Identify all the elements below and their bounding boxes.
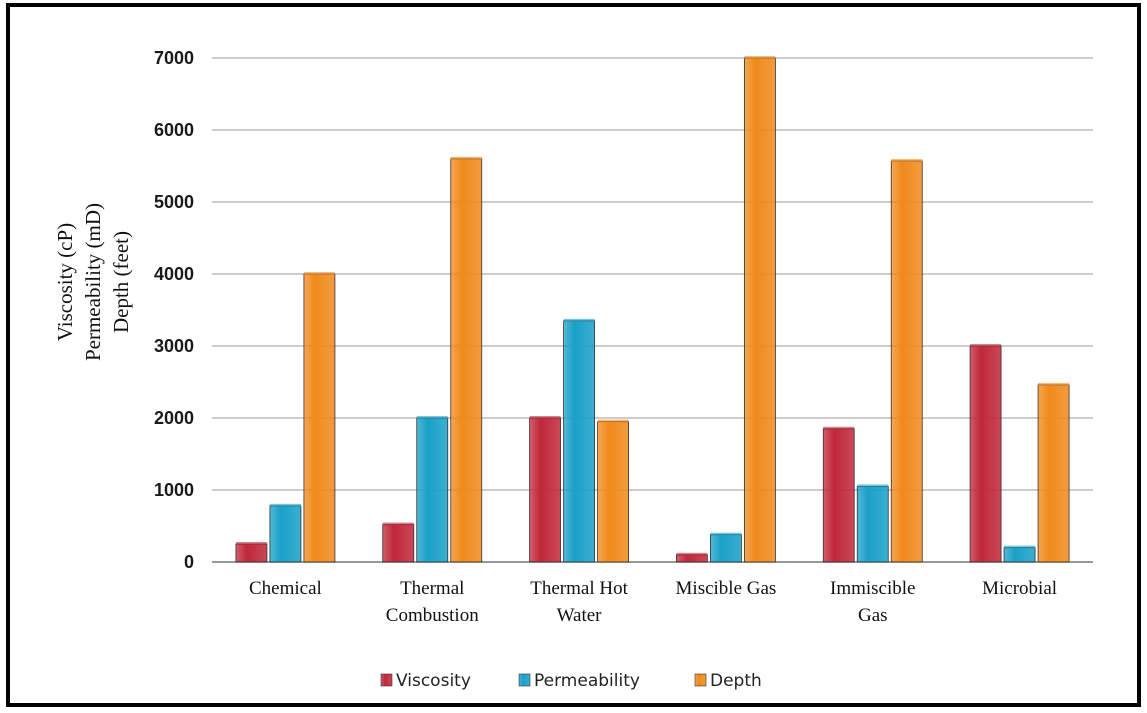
legend-swatch-viscosity — [380, 673, 393, 687]
y-tick-label: 2000 — [154, 408, 194, 428]
y-axis-label-line: Viscosity (cP) — [53, 223, 77, 341]
legend-label-permeability: Permeability — [534, 671, 640, 691]
bars-layer — [235, 56, 1070, 563]
grid-layer — [212, 57, 1093, 563]
y-tick-label: 5000 — [154, 192, 194, 212]
bar-cap — [450, 156, 482, 160]
y-axis-label: Viscosity (cP) Permeability (mD) Depth (fe… — [53, 203, 133, 361]
bar-cap — [529, 416, 561, 419]
bar-cap — [710, 532, 742, 536]
y-tick-label: 1000 — [154, 480, 194, 500]
bar-viscosity-0 — [235, 543, 268, 563]
bar-viscosity-5 — [969, 345, 1002, 563]
y-axis-label-line: Permeability (mD) — [81, 203, 105, 361]
bar-depth-5 — [1037, 384, 1070, 563]
x-category-label: Miscible Gas — [676, 578, 777, 599]
y-tick-label: 4000 — [154, 264, 194, 284]
legend-swatch-permeability — [518, 673, 531, 687]
x-category-label: Thermal Hot — [530, 578, 628, 599]
bar-depth-0 — [303, 273, 336, 563]
bar-cap — [676, 552, 708, 556]
bar-permeability-5 — [1003, 547, 1036, 563]
x-category-label: Immiscible — [830, 578, 915, 599]
legend-label-depth: Depth — [710, 671, 762, 691]
x-category-label: Water — [557, 605, 603, 626]
bar-permeability-0 — [269, 505, 302, 563]
bar-cap — [744, 56, 776, 59]
bar-cap — [597, 419, 629, 423]
y-tick-label: 3000 — [154, 336, 194, 356]
x-category-label: Chemical — [249, 578, 322, 599]
bar-cap — [269, 503, 301, 507]
bar-cap — [857, 484, 889, 488]
bar-viscosity-2 — [529, 417, 561, 563]
bar-cap — [1038, 382, 1070, 386]
bar-cap — [235, 542, 267, 545]
bar-cap — [563, 318, 595, 322]
y-axis-ticks: 0 1000 2000 3000 4000 5000 6000 7000 — [154, 48, 194, 572]
x-category-label: Thermal — [400, 578, 464, 599]
bar-permeability-4 — [856, 485, 889, 563]
bar-depth-3 — [744, 57, 776, 563]
bar-permeability-1 — [416, 417, 449, 563]
legend: Viscosity Permeability Depth — [380, 671, 762, 691]
legend-label-viscosity: Viscosity — [396, 671, 471, 691]
x-category-label: Combustion — [386, 605, 479, 626]
y-tick-label: 0 — [184, 552, 194, 572]
y-tick-label: 7000 — [154, 48, 194, 68]
bar-permeability-2 — [563, 320, 595, 563]
x-category-label: Microbial — [982, 578, 1057, 599]
bar-cap — [891, 158, 923, 162]
bar-cap — [1004, 545, 1036, 549]
bar-viscosity-3 — [676, 554, 708, 563]
y-tick-label: 6000 — [154, 120, 194, 140]
bar-depth-1 — [450, 158, 483, 563]
bar-cap — [823, 426, 855, 430]
bar-depth-2 — [597, 421, 629, 563]
y-axis-label-line: Depth (feet) — [109, 231, 133, 333]
bar-depth-4 — [890, 160, 923, 563]
bar-permeability-3 — [710, 534, 742, 563]
legend-swatch-depth — [694, 673, 707, 687]
x-axis-categories: Chemical Thermal Combustion Thermal Hot Wate… — [249, 578, 1057, 626]
bar-viscosity-4 — [822, 428, 855, 563]
bar-cap — [303, 272, 335, 275]
bar-viscosity-1 — [382, 524, 415, 563]
bar-cap — [970, 344, 1002, 347]
bar-cap — [416, 416, 448, 419]
bar-cap — [382, 522, 414, 526]
x-category-label: Gas — [858, 605, 888, 626]
